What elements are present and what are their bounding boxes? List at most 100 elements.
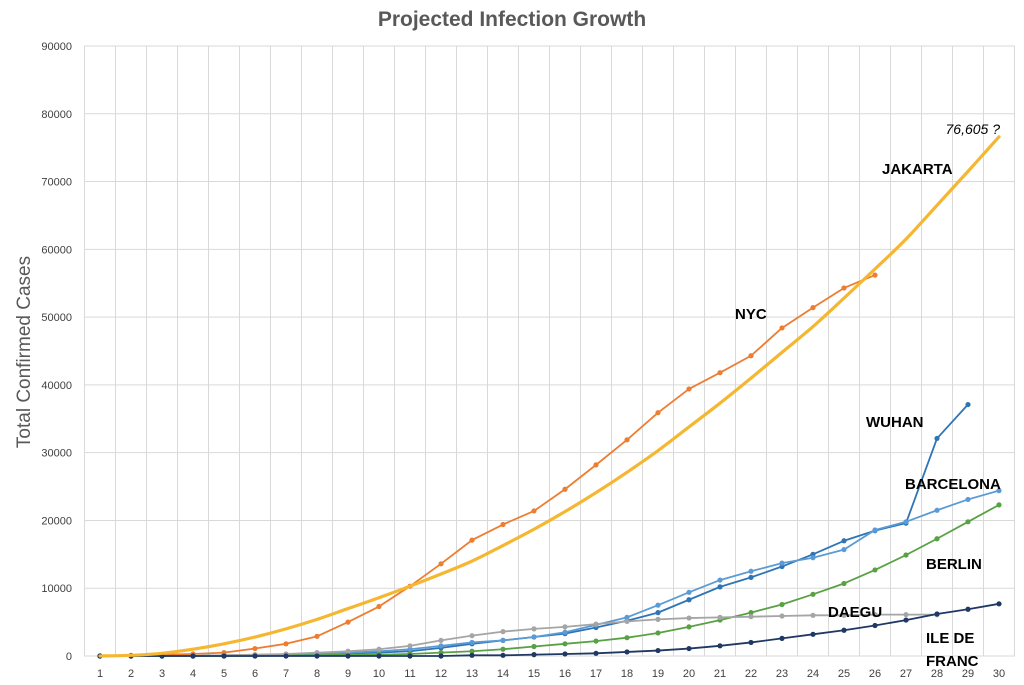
data-point-nyc	[593, 462, 599, 468]
data-point-barcelona	[996, 488, 1002, 494]
data-point-ile-de-franc	[469, 652, 475, 658]
x-tick-label: 18	[621, 668, 633, 680]
data-point-daegu	[841, 612, 847, 618]
x-tick-label: 19	[652, 668, 664, 680]
x-tick-label: 12	[435, 668, 447, 680]
data-point-barcelona	[500, 637, 506, 644]
label-daegu: DAEGU	[828, 604, 882, 621]
data-point-ile-de-franc	[965, 606, 971, 612]
data-point-ile-de-franc	[190, 653, 196, 659]
x-tick-label: 29	[962, 668, 974, 680]
x-tick-label: 22	[745, 668, 757, 680]
data-point-nyc	[283, 641, 289, 647]
data-point-berlin	[934, 536, 940, 542]
data-point-berlin	[996, 502, 1002, 508]
series-line-nyc	[99, 274, 876, 657]
data-point-nyc	[314, 633, 320, 639]
data-point-daegu	[376, 646, 382, 652]
x-tick-label: 8	[314, 668, 320, 680]
data-point-daegu	[500, 629, 506, 635]
data-point-daegu	[748, 614, 754, 620]
label-barcelona: BARCELONA	[905, 476, 1001, 493]
data-point-barcelona	[748, 568, 754, 574]
data-point-daegu	[562, 624, 568, 630]
data-point-barcelona	[903, 519, 909, 525]
data-point-daegu	[717, 614, 723, 620]
x-tick-label: 21	[714, 668, 726, 680]
data-point-daegu	[531, 626, 537, 632]
data-point-daegu	[438, 637, 444, 644]
data-point-nyc	[655, 410, 661, 416]
y-tick-label: 30000	[41, 448, 72, 460]
data-point-nyc	[717, 370, 723, 376]
data-point-berlin	[748, 610, 754, 616]
data-point-nyc	[438, 561, 444, 567]
data-point-ile-de-franc	[531, 652, 537, 658]
data-point-ile-de-franc	[996, 601, 1002, 607]
data-point-ile-de-franc	[686, 645, 692, 652]
x-tick-label: 13	[466, 668, 478, 680]
label-nyc: NYC	[735, 306, 767, 323]
data-point-wuhan	[965, 401, 971, 408]
series-ile-de-franc	[97, 601, 1002, 659]
data-point-barcelona	[872, 527, 878, 533]
data-point-wuhan	[841, 538, 847, 544]
data-point-nyc	[810, 305, 816, 311]
data-point-barcelona	[841, 546, 847, 553]
y-tick-label: 70000	[41, 177, 72, 189]
x-tick-label: 23	[776, 668, 788, 680]
data-point-daegu	[903, 612, 909, 618]
x-tick-label: 4	[190, 668, 196, 680]
y-tick-label: 20000	[41, 515, 72, 527]
series-group	[97, 135, 1002, 659]
data-point-daegu	[779, 613, 785, 619]
data-point-berlin	[469, 648, 475, 654]
data-point-barcelona	[717, 577, 723, 583]
data-point-nyc	[841, 285, 847, 291]
data-point-berlin	[686, 624, 692, 630]
data-point-barcelona	[531, 634, 537, 640]
label-ile-de-franc-line2: FRANC	[926, 653, 979, 670]
series-jakarta	[98, 135, 1001, 658]
grid	[84, 45, 1015, 657]
data-point-ile-de-franc	[810, 631, 816, 637]
y-tick-label: 90000	[41, 41, 72, 53]
data-point-daegu	[407, 643, 413, 649]
x-tick-label: 25	[838, 668, 850, 680]
x-tick-label: 30	[993, 668, 1005, 680]
data-point-daegu	[655, 616, 661, 623]
data-point-berlin	[531, 643, 537, 650]
label-jakarta: JAKARTA	[882, 161, 953, 178]
data-point-barcelona	[810, 555, 816, 561]
data-point-daegu	[345, 648, 351, 654]
data-point-wuhan	[717, 584, 723, 590]
chart-title: Projected Infection Growth	[378, 8, 646, 31]
y-tick-label: 40000	[41, 380, 72, 392]
data-point-barcelona	[686, 589, 692, 595]
label-berlin: BERLIN	[926, 556, 982, 573]
data-point-ile-de-franc	[934, 611, 940, 617]
data-point-wuhan	[655, 610, 661, 616]
data-point-ile-de-franc	[500, 652, 506, 658]
data-point-berlin	[562, 641, 568, 647]
data-point-ile-de-franc	[655, 647, 661, 654]
x-tick-label: 2	[128, 668, 134, 680]
data-point-berlin	[655, 630, 661, 636]
data-point-nyc	[779, 325, 785, 331]
data-point-barcelona	[779, 560, 785, 566]
data-point-ile-de-franc	[748, 639, 754, 646]
data-point-ile-de-franc	[872, 622, 878, 629]
data-point-berlin	[500, 646, 506, 652]
x-tick-label: 20	[683, 668, 695, 680]
data-point-ile-de-franc	[562, 651, 568, 657]
data-point-berlin	[965, 519, 971, 525]
data-point-nyc	[562, 486, 568, 492]
data-point-berlin	[903, 552, 909, 558]
data-point-ile-de-franc	[717, 643, 723, 649]
data-point-daegu	[469, 633, 475, 639]
x-tick-label: 3	[159, 668, 165, 680]
data-point-nyc	[872, 272, 878, 278]
data-point-daegu	[810, 612, 816, 618]
data-point-nyc	[252, 645, 258, 652]
